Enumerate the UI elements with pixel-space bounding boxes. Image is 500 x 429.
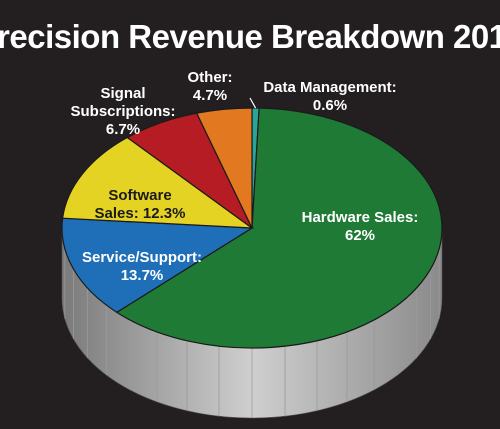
pie-slices bbox=[61, 107, 443, 349]
slice-label-line: Data Management: bbox=[263, 79, 396, 96]
pie-labels: Hardware Sales: 62%Service/Support: 13.7%S… bbox=[70, 69, 418, 284]
slice-label: Signal Subscriptions: 6.7% bbox=[70, 85, 175, 138]
pie-slice bbox=[195, 107, 253, 229]
slice-label-line: Subscriptions: bbox=[70, 103, 175, 120]
slice-label-line: 4.7% bbox=[193, 87, 227, 104]
slice-label-line: Hardware Sales: bbox=[302, 209, 419, 226]
slice-label-line: Other: bbox=[188, 69, 233, 86]
slice-label: Data Management: 0.6% bbox=[263, 79, 396, 114]
slice-label-line: Sales: 12.3% bbox=[95, 205, 186, 222]
slice-label-line: Signal bbox=[100, 85, 145, 102]
pie-slice bbox=[61, 136, 254, 229]
chart-title: Precision Revenue Breakdown 2013 bbox=[0, 18, 500, 55]
pie-side-3d bbox=[61, 227, 443, 419]
pie-slice bbox=[115, 107, 443, 349]
pie-slice bbox=[61, 217, 254, 314]
slice-label: Software Sales: 12.3% bbox=[95, 187, 186, 222]
slice-label-line: Service/Support: bbox=[82, 249, 202, 266]
leader-line bbox=[249, 97, 257, 109]
slice-label-line: 62% bbox=[345, 227, 375, 244]
slice-label: Other: 4.7% bbox=[188, 69, 233, 104]
slice-label: Service/Support: 13.7% bbox=[82, 249, 202, 284]
slice-label-line: 13.7% bbox=[121, 267, 164, 284]
slice-label-line: Software bbox=[108, 187, 171, 204]
slice-label-line: 0.6% bbox=[313, 97, 347, 114]
slice-label-line: 6.7% bbox=[106, 121, 140, 138]
slice-label: Hardware Sales: 62% bbox=[302, 209, 419, 244]
